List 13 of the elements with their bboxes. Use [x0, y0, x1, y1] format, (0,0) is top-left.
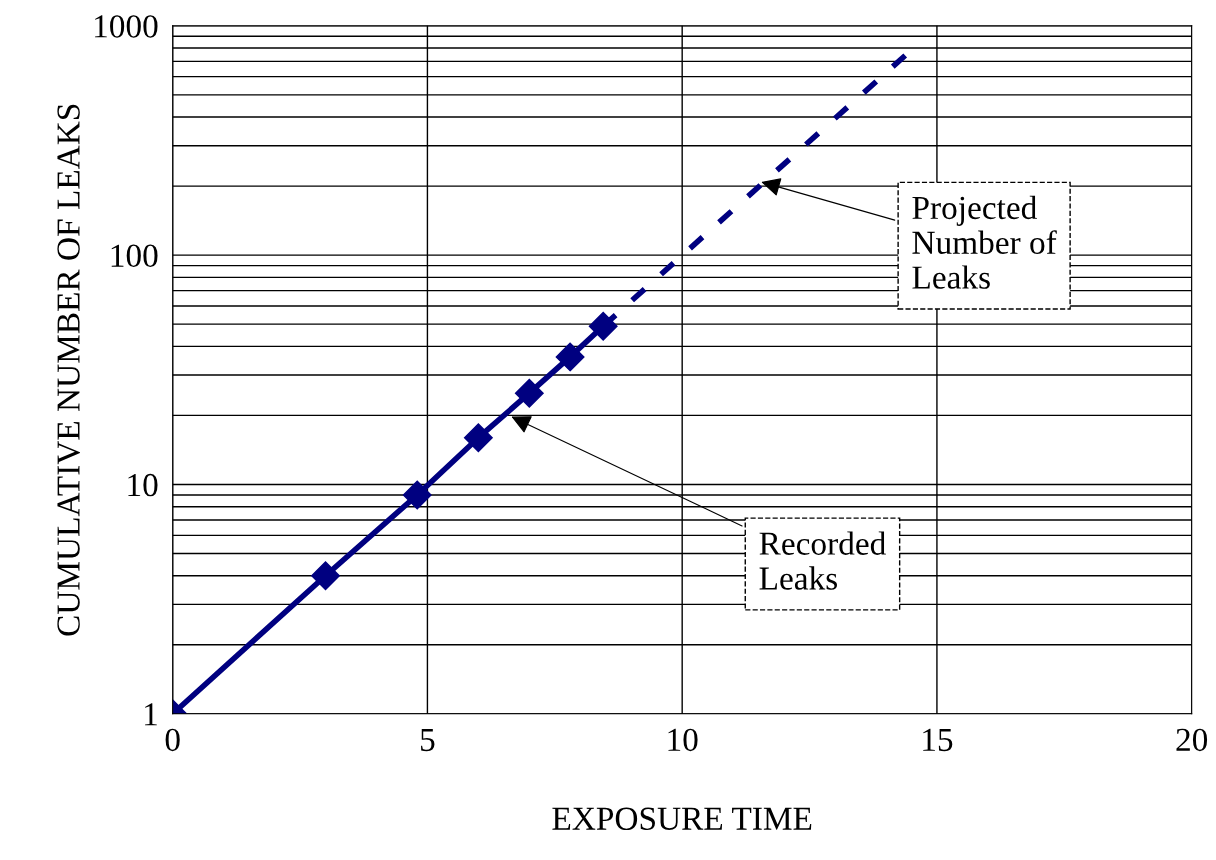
y-tick-label: 100 [111, 244, 158, 268]
y-tick-label: 1000 [95, 15, 158, 38]
x-axis-title: EXPOSURE TIME [552, 807, 812, 830]
annotation: Recorded Leaks [759, 531, 886, 590]
x-tick-label: 20 [1176, 728, 1208, 752]
x-tick-label: 15 [923, 728, 953, 752]
x-tick-label: 10 [668, 728, 698, 752]
y-tick-label: 10 [128, 473, 158, 497]
x-tick-label: 0 [165, 728, 180, 752]
y-tick-label: 1 [145, 703, 157, 726]
x-tick-label: 5 [421, 728, 435, 752]
annotation: Projected Number of Leaks [912, 195, 1057, 289]
y-axis-title: CUMULATIVE NUMBER OF LEAKS [57, 104, 80, 636]
